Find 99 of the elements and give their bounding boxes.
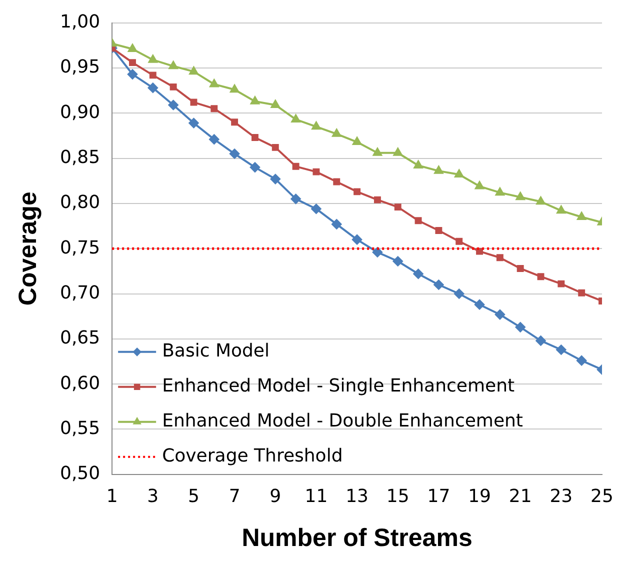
point — [230, 148, 240, 159]
point — [209, 134, 220, 144]
point — [578, 289, 586, 296]
x-tick-label: 7 — [228, 486, 240, 507]
point — [496, 254, 504, 262]
point — [210, 105, 218, 112]
x-tick-label: 1 — [106, 486, 118, 507]
point — [352, 137, 362, 146]
point — [188, 118, 199, 128]
point — [516, 264, 524, 272]
point — [474, 300, 485, 310]
point — [190, 98, 198, 106]
x-tick-label: 19 — [468, 486, 491, 507]
x-tick-label: 15 — [386, 486, 410, 507]
point — [128, 44, 137, 52]
legend-label: Enhanced Model - Single Enhancement — [162, 376, 515, 397]
x-tick-label: 23 — [550, 486, 573, 507]
point — [434, 280, 444, 290]
point — [556, 206, 566, 214]
point — [495, 188, 504, 196]
point — [333, 178, 340, 186]
point — [393, 148, 402, 156]
x-tick-label: 25 — [590, 486, 614, 507]
y-tick-label: 0,55 — [60, 418, 100, 439]
point — [189, 66, 198, 75]
point — [516, 192, 525, 200]
point — [250, 162, 260, 172]
x-tick-label: 17 — [427, 486, 450, 507]
x-tick-label: 13 — [346, 486, 368, 507]
point — [250, 96, 260, 104]
point — [558, 280, 565, 288]
x-tick-label: 3 — [147, 486, 159, 507]
point — [476, 248, 483, 255]
point — [394, 204, 402, 211]
point — [270, 100, 280, 108]
y-tick-label: 0,50 — [60, 463, 100, 484]
y-tick-label: 0,90 — [60, 102, 100, 123]
point — [292, 162, 300, 170]
y-tick-label: 0,95 — [60, 56, 100, 78]
point — [414, 160, 423, 169]
y-axis-title: Coverage — [14, 192, 42, 306]
point — [536, 196, 546, 205]
point — [354, 188, 361, 196]
y-tick-label: 1,00 — [60, 11, 100, 32]
point — [312, 168, 320, 176]
point — [170, 83, 177, 90]
point — [210, 79, 219, 88]
point — [290, 194, 301, 204]
point — [129, 59, 136, 66]
point — [413, 268, 424, 279]
point — [536, 336, 546, 346]
point — [291, 114, 300, 122]
point — [454, 288, 464, 299]
x-axis-title: Number of Streams — [242, 524, 472, 552]
point — [494, 310, 505, 320]
point — [311, 204, 322, 214]
point — [332, 219, 342, 230]
y-tick-label: 0,65 — [60, 328, 100, 349]
point — [515, 322, 526, 332]
y-tick-label: 0,60 — [60, 372, 100, 394]
x-tick-label: 9 — [270, 486, 282, 507]
y-tick-label: 0,75 — [60, 237, 100, 258]
point — [374, 196, 381, 204]
point — [556, 344, 566, 355]
point — [270, 174, 280, 184]
point — [414, 217, 422, 224]
point — [352, 234, 362, 245]
point — [435, 227, 442, 234]
point — [148, 54, 158, 63]
x-tick-label: 5 — [188, 486, 200, 507]
point — [537, 273, 544, 280]
point — [251, 134, 258, 141]
point — [392, 256, 403, 266]
legend-label: Enhanced Model - Double Enhancement — [162, 410, 523, 432]
point — [272, 144, 279, 151]
point — [577, 212, 586, 220]
x-tick-label: 11 — [304, 486, 328, 507]
point — [576, 356, 587, 366]
point — [168, 61, 178, 70]
legend-label: Basic Model — [162, 340, 270, 362]
point — [372, 148, 382, 156]
y-tick-label: 0,70 — [60, 282, 100, 304]
point — [456, 238, 463, 245]
point — [332, 128, 342, 137]
x-tick-label: 21 — [508, 486, 532, 507]
point — [312, 122, 321, 130]
y-tick-label: 0,85 — [60, 146, 100, 168]
point — [168, 100, 178, 110]
point — [475, 181, 484, 190]
point — [127, 69, 138, 80]
point — [148, 82, 158, 93]
point — [231, 118, 238, 126]
point — [434, 166, 444, 174]
point — [230, 84, 240, 93]
y-tick-label: 0,80 — [60, 192, 100, 214]
legend-label: Coverage Threshold — [162, 446, 343, 467]
point — [454, 170, 464, 178]
point — [149, 72, 156, 79]
point — [372, 247, 382, 258]
